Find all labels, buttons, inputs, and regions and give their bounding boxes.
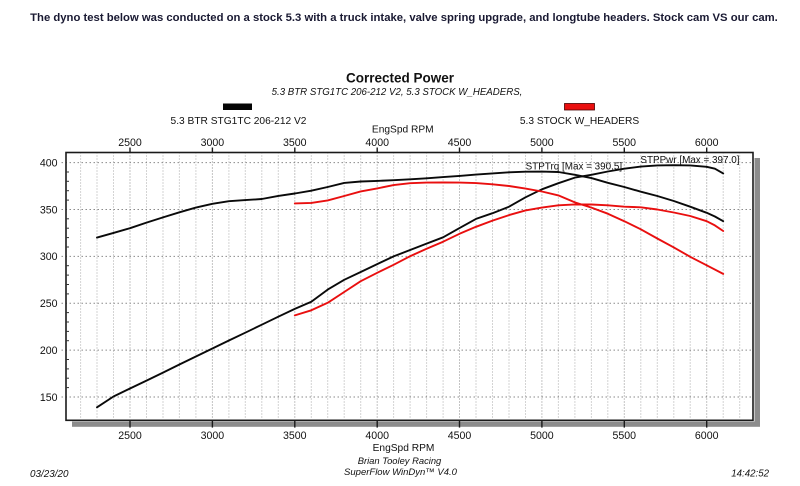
svg-text:5.3 BTR STG1TC 206-212 V2: 5.3 BTR STG1TC 206-212 V2 — [171, 116, 307, 127]
svg-text:150: 150 — [40, 392, 58, 404]
svg-text:200: 200 — [40, 345, 58, 357]
svg-text:STPTrq [Max = 390.5]: STPTrq [Max = 390.5] — [526, 162, 623, 173]
svg-text:250: 250 — [40, 298, 58, 310]
svg-text:5000: 5000 — [530, 137, 554, 149]
svg-text:6000: 6000 — [695, 137, 719, 149]
svg-text:5000: 5000 — [530, 430, 554, 442]
svg-text:2500: 2500 — [118, 430, 142, 442]
svg-text:EngSpd RPM: EngSpd RPM — [372, 125, 434, 136]
svg-text:14:42:52: 14:42:52 — [731, 469, 769, 480]
svg-text:5.3 STOCK W_HEADERS: 5.3 STOCK W_HEADERS — [520, 116, 639, 127]
svg-text:4500: 4500 — [448, 430, 472, 442]
svg-text:3000: 3000 — [201, 430, 225, 442]
svg-text:300: 300 — [40, 251, 58, 263]
svg-text:6000: 6000 — [695, 430, 719, 442]
svg-text:5500: 5500 — [613, 430, 637, 442]
svg-text:Corrected Power: Corrected Power — [346, 70, 455, 85]
svg-text:5.3 BTR STG1TC 206-212 V2, 5.3: 5.3 BTR STG1TC 206-212 V2, 5.3 STOCK W_H… — [272, 87, 523, 98]
svg-text:4000: 4000 — [365, 430, 389, 442]
svg-text:4500: 4500 — [448, 137, 472, 149]
svg-text:3000: 3000 — [201, 137, 225, 149]
svg-text:5500: 5500 — [613, 137, 637, 149]
svg-text:EngSpd RPM: EngSpd RPM — [373, 443, 435, 454]
svg-text:Brian Tooley Racing: Brian Tooley Racing — [358, 455, 442, 466]
svg-text:03/23/20: 03/23/20 — [30, 469, 69, 480]
svg-text:4000: 4000 — [365, 137, 389, 149]
svg-text:2500: 2500 — [118, 137, 142, 149]
svg-text:STPPwr [Max = 397.0]: STPPwr [Max = 397.0] — [640, 155, 739, 166]
svg-text:350: 350 — [40, 204, 58, 216]
svg-text:400: 400 — [40, 157, 58, 169]
svg-text:3500: 3500 — [283, 137, 307, 149]
svg-text:SuperFlow WinDyn™ V4.0: SuperFlow WinDyn™ V4.0 — [344, 467, 458, 478]
svg-text:3500: 3500 — [283, 430, 307, 442]
